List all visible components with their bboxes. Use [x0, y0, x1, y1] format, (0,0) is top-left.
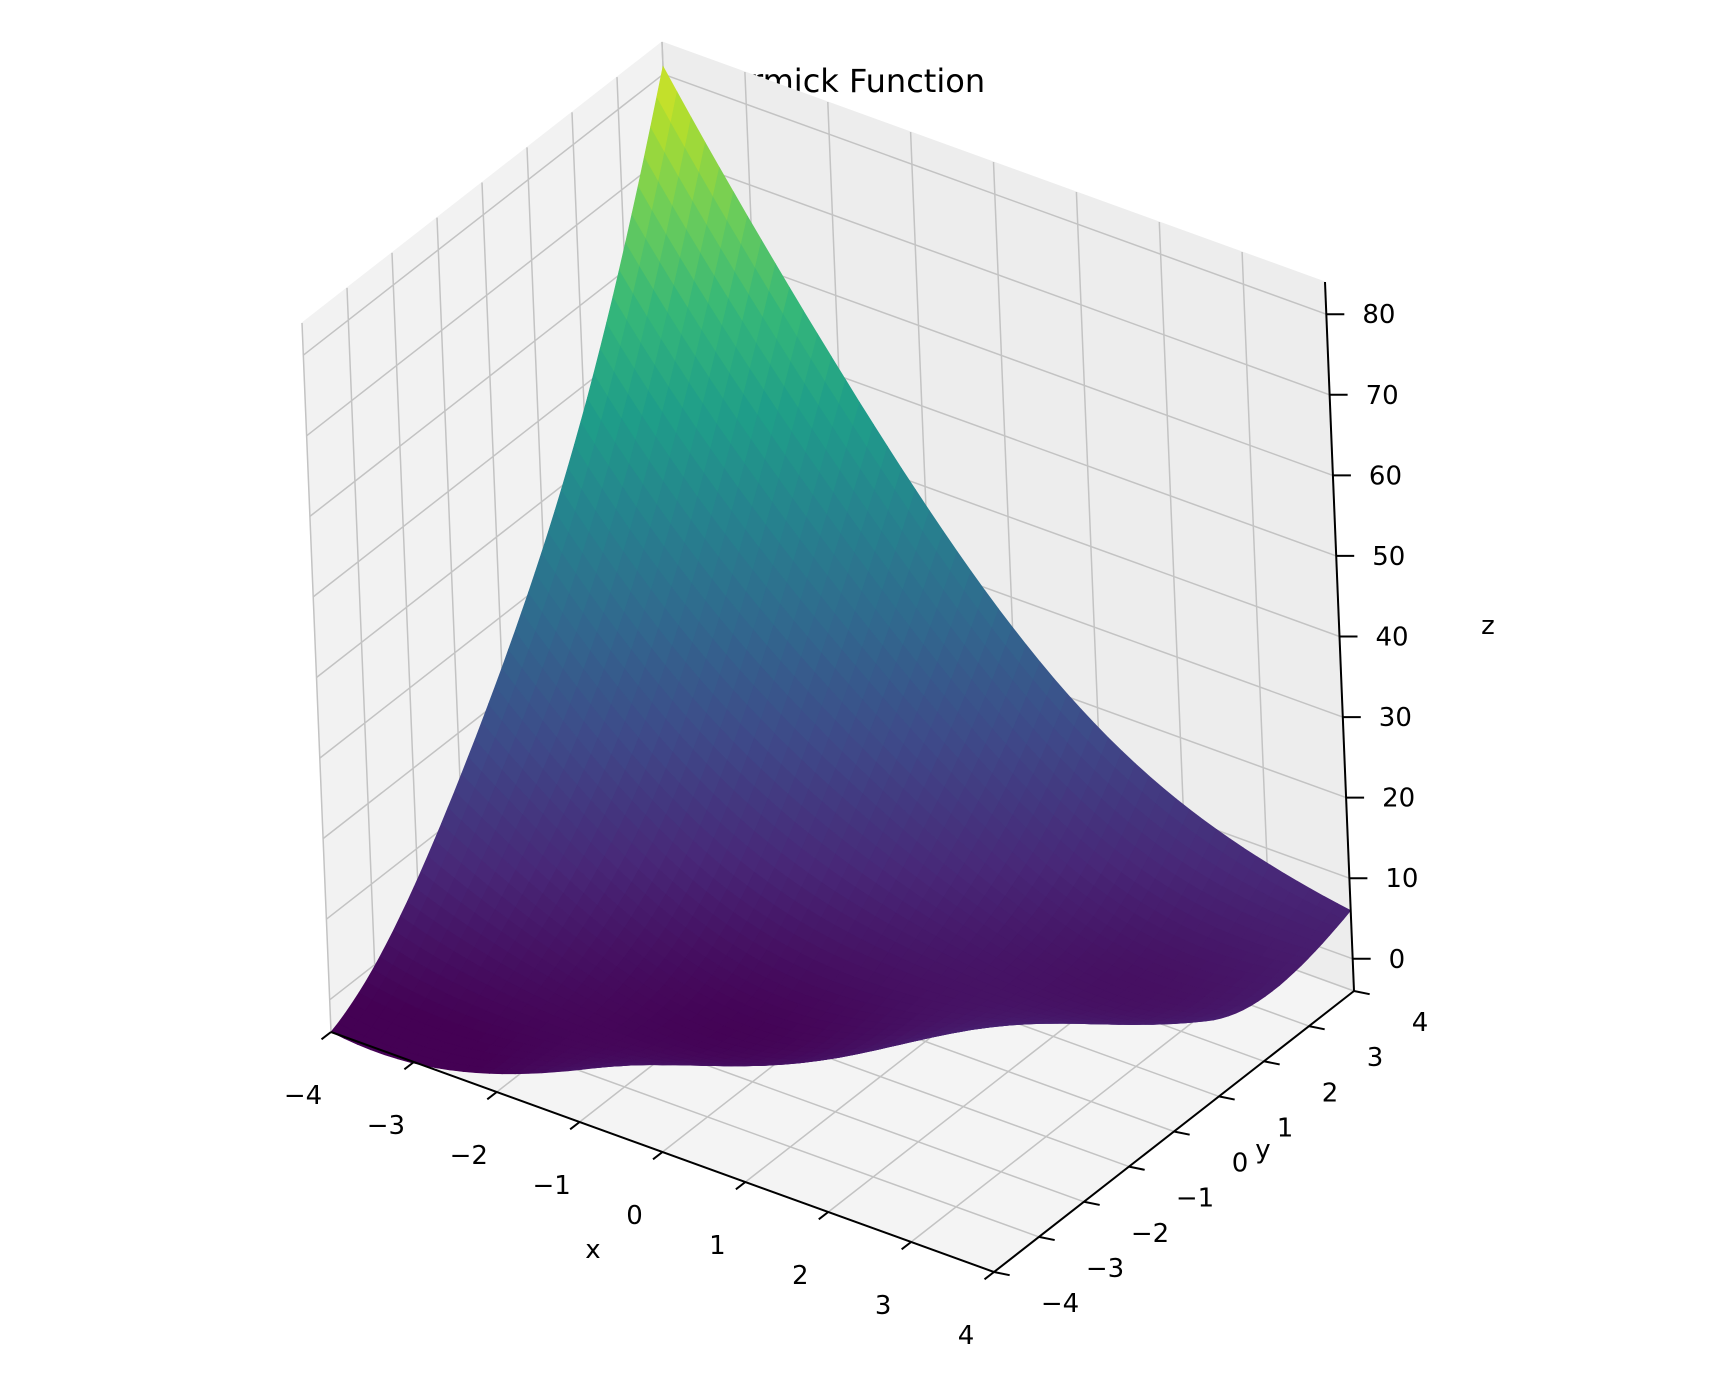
x-tick-label: −2	[450, 1141, 488, 1171]
x-tick-label: 0	[626, 1201, 643, 1231]
y-tick-tick	[1308, 1025, 1325, 1031]
y-tick-tick	[1083, 1200, 1100, 1206]
y-tick-tick	[993, 1271, 1010, 1277]
y-tick-tick	[1128, 1165, 1145, 1171]
x-tick-label: −1	[532, 1171, 570, 1201]
y-tick-tick	[1038, 1235, 1055, 1242]
z-tick-label: 60	[1369, 461, 1402, 491]
y-tick-label: −3	[1086, 1254, 1124, 1284]
x-tick-label: 3	[875, 1291, 892, 1321]
x-tick-label: 4	[958, 1321, 975, 1351]
z-axis-label: z	[1481, 611, 1495, 641]
z-tick-label: 50	[1372, 542, 1405, 572]
x-tick-label: 2	[792, 1261, 809, 1291]
x-tick-tick	[403, 1061, 415, 1071]
surface-mesh	[330, 65, 1352, 1075]
y-tick-label: −4	[1041, 1289, 1079, 1319]
y-tick-label: 1	[1277, 1113, 1294, 1143]
x-tick-tick	[652, 1151, 664, 1161]
y-tick-label: 0	[1232, 1149, 1249, 1179]
z-tick-label: 70	[1366, 381, 1399, 411]
x-tick-tick	[818, 1211, 829, 1221]
x-tick-tick	[486, 1091, 498, 1101]
x-tick-tick	[735, 1181, 746, 1191]
y-tick-label: −1	[1176, 1184, 1214, 1214]
x-tick-tick	[983, 1271, 995, 1281]
y-tick-tick	[1173, 1130, 1190, 1136]
y-tick-tick	[1353, 990, 1370, 996]
z-tick-label: 0	[1389, 945, 1406, 975]
y-tick-tick	[1263, 1060, 1280, 1066]
x-tick-label: −3	[367, 1111, 405, 1141]
x-tick-label: −4	[284, 1081, 322, 1111]
x-tick-tick	[569, 1121, 581, 1131]
z-tick-label: 80	[1362, 300, 1395, 330]
x-tick-tick	[320, 1031, 332, 1041]
x-axis-label: x	[585, 1235, 600, 1265]
y-axis-label: y	[1255, 1135, 1270, 1165]
y-tick-label: 2	[1322, 1078, 1339, 1108]
y-tick-tick	[1218, 1095, 1235, 1101]
y-tick-label: 3	[1367, 1043, 1384, 1073]
z-tick-label: 20	[1382, 784, 1415, 814]
x-tick-label: 1	[709, 1231, 726, 1261]
tick-labels: −4−3−2−101234−4−3−2−10123401020304050607…	[284, 300, 1428, 1351]
y-tick-label: −2	[1131, 1219, 1169, 1249]
z-tick-label: 30	[1379, 703, 1412, 733]
z-tick-label: 40	[1376, 623, 1409, 653]
z-tick-label: 10	[1385, 864, 1418, 894]
x-tick-tick	[901, 1241, 912, 1251]
y-tick-label: 4	[1412, 1008, 1429, 1038]
